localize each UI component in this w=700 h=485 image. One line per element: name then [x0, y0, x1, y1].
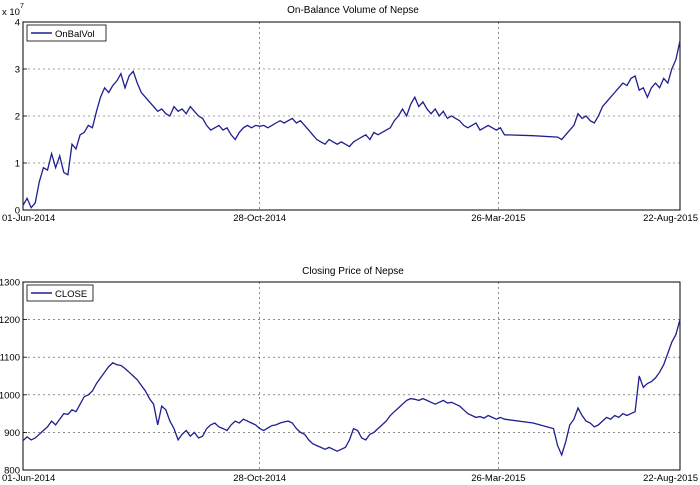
- obv-y-tick-label: 4: [15, 18, 20, 29]
- close-legend-label: CLOSE: [55, 289, 87, 300]
- obv-exponent-label: x 10: [2, 7, 20, 18]
- obv-y-tick-label: 3: [15, 65, 20, 76]
- close-legend: CLOSE: [26, 284, 94, 302]
- obv-y-tick-label: 1: [15, 159, 20, 170]
- obv-x-tick-label: 28-Oct-2014: [233, 213, 286, 224]
- obv-y-tick-label: 0: [15, 206, 20, 217]
- close-x-tick-label: 28-Oct-2014: [233, 473, 286, 484]
- close-chart: Closing Price of Nepse 800 900 1000 1100 120…: [0, 266, 698, 484]
- close-grid: [23, 282, 680, 470]
- obv-legend-box: [26, 24, 107, 42]
- obv-chart-title: On-Balance Volume of Nepse: [287, 5, 419, 16]
- close-y-tick-label: 800: [4, 466, 20, 477]
- close-x-tick-label: 26-Mar-2015: [471, 473, 525, 484]
- close-x-axis: 01-Jun-2014 28-Oct-2014 26-Mar-2015 22-Aug-…: [2, 473, 698, 484]
- obv-x-tick-label: 22-Aug-2015: [643, 213, 698, 224]
- close-y-tick-label: 1100: [0, 353, 20, 364]
- close-plot-frame: [22, 281, 681, 471]
- obv-x-tick-label: 01-Jun-2014: [2, 213, 55, 224]
- close-legend-box: [26, 284, 94, 302]
- close-y-tick-label: 900: [4, 428, 20, 439]
- close-y-tick-label: 1200: [0, 315, 20, 326]
- obv-plot-frame: [22, 21, 681, 211]
- close-x-tick-label: 22-Aug-2015: [643, 473, 698, 484]
- obv-y-axis: 0 1 2 3 4: [15, 18, 27, 217]
- obv-legend-label: OnBalVol: [55, 29, 95, 40]
- close-y-tick-label: 1300: [0, 278, 20, 289]
- obv-x-axis: 01-Jun-2014 28-Oct-2014 26-Mar-2015 22-Aug-…: [2, 213, 698, 224]
- obv-grid: [23, 22, 680, 210]
- close-x-tick-label: 01-Jun-2014: [2, 473, 55, 484]
- obv-x-tick-label: 26-Mar-2015: [471, 213, 525, 224]
- close-chart-title: Closing Price of Nepse: [302, 266, 404, 277]
- close-y-axis: 800 900 1000 1100 1200 1300: [0, 278, 27, 477]
- close-series-line: [22, 319, 681, 457]
- obv-chart: On-Balance Volume of Nepse x 10 7 01234 …: [2, 3, 698, 224]
- obv-legend: OnBalVol: [26, 24, 107, 42]
- obv-exponent-power: 7: [20, 3, 24, 10]
- close-y-tick-label: 1000: [0, 390, 20, 401]
- obv-y-tick-label: 2: [15, 112, 20, 123]
- obv-series-line: [22, 40, 681, 209]
